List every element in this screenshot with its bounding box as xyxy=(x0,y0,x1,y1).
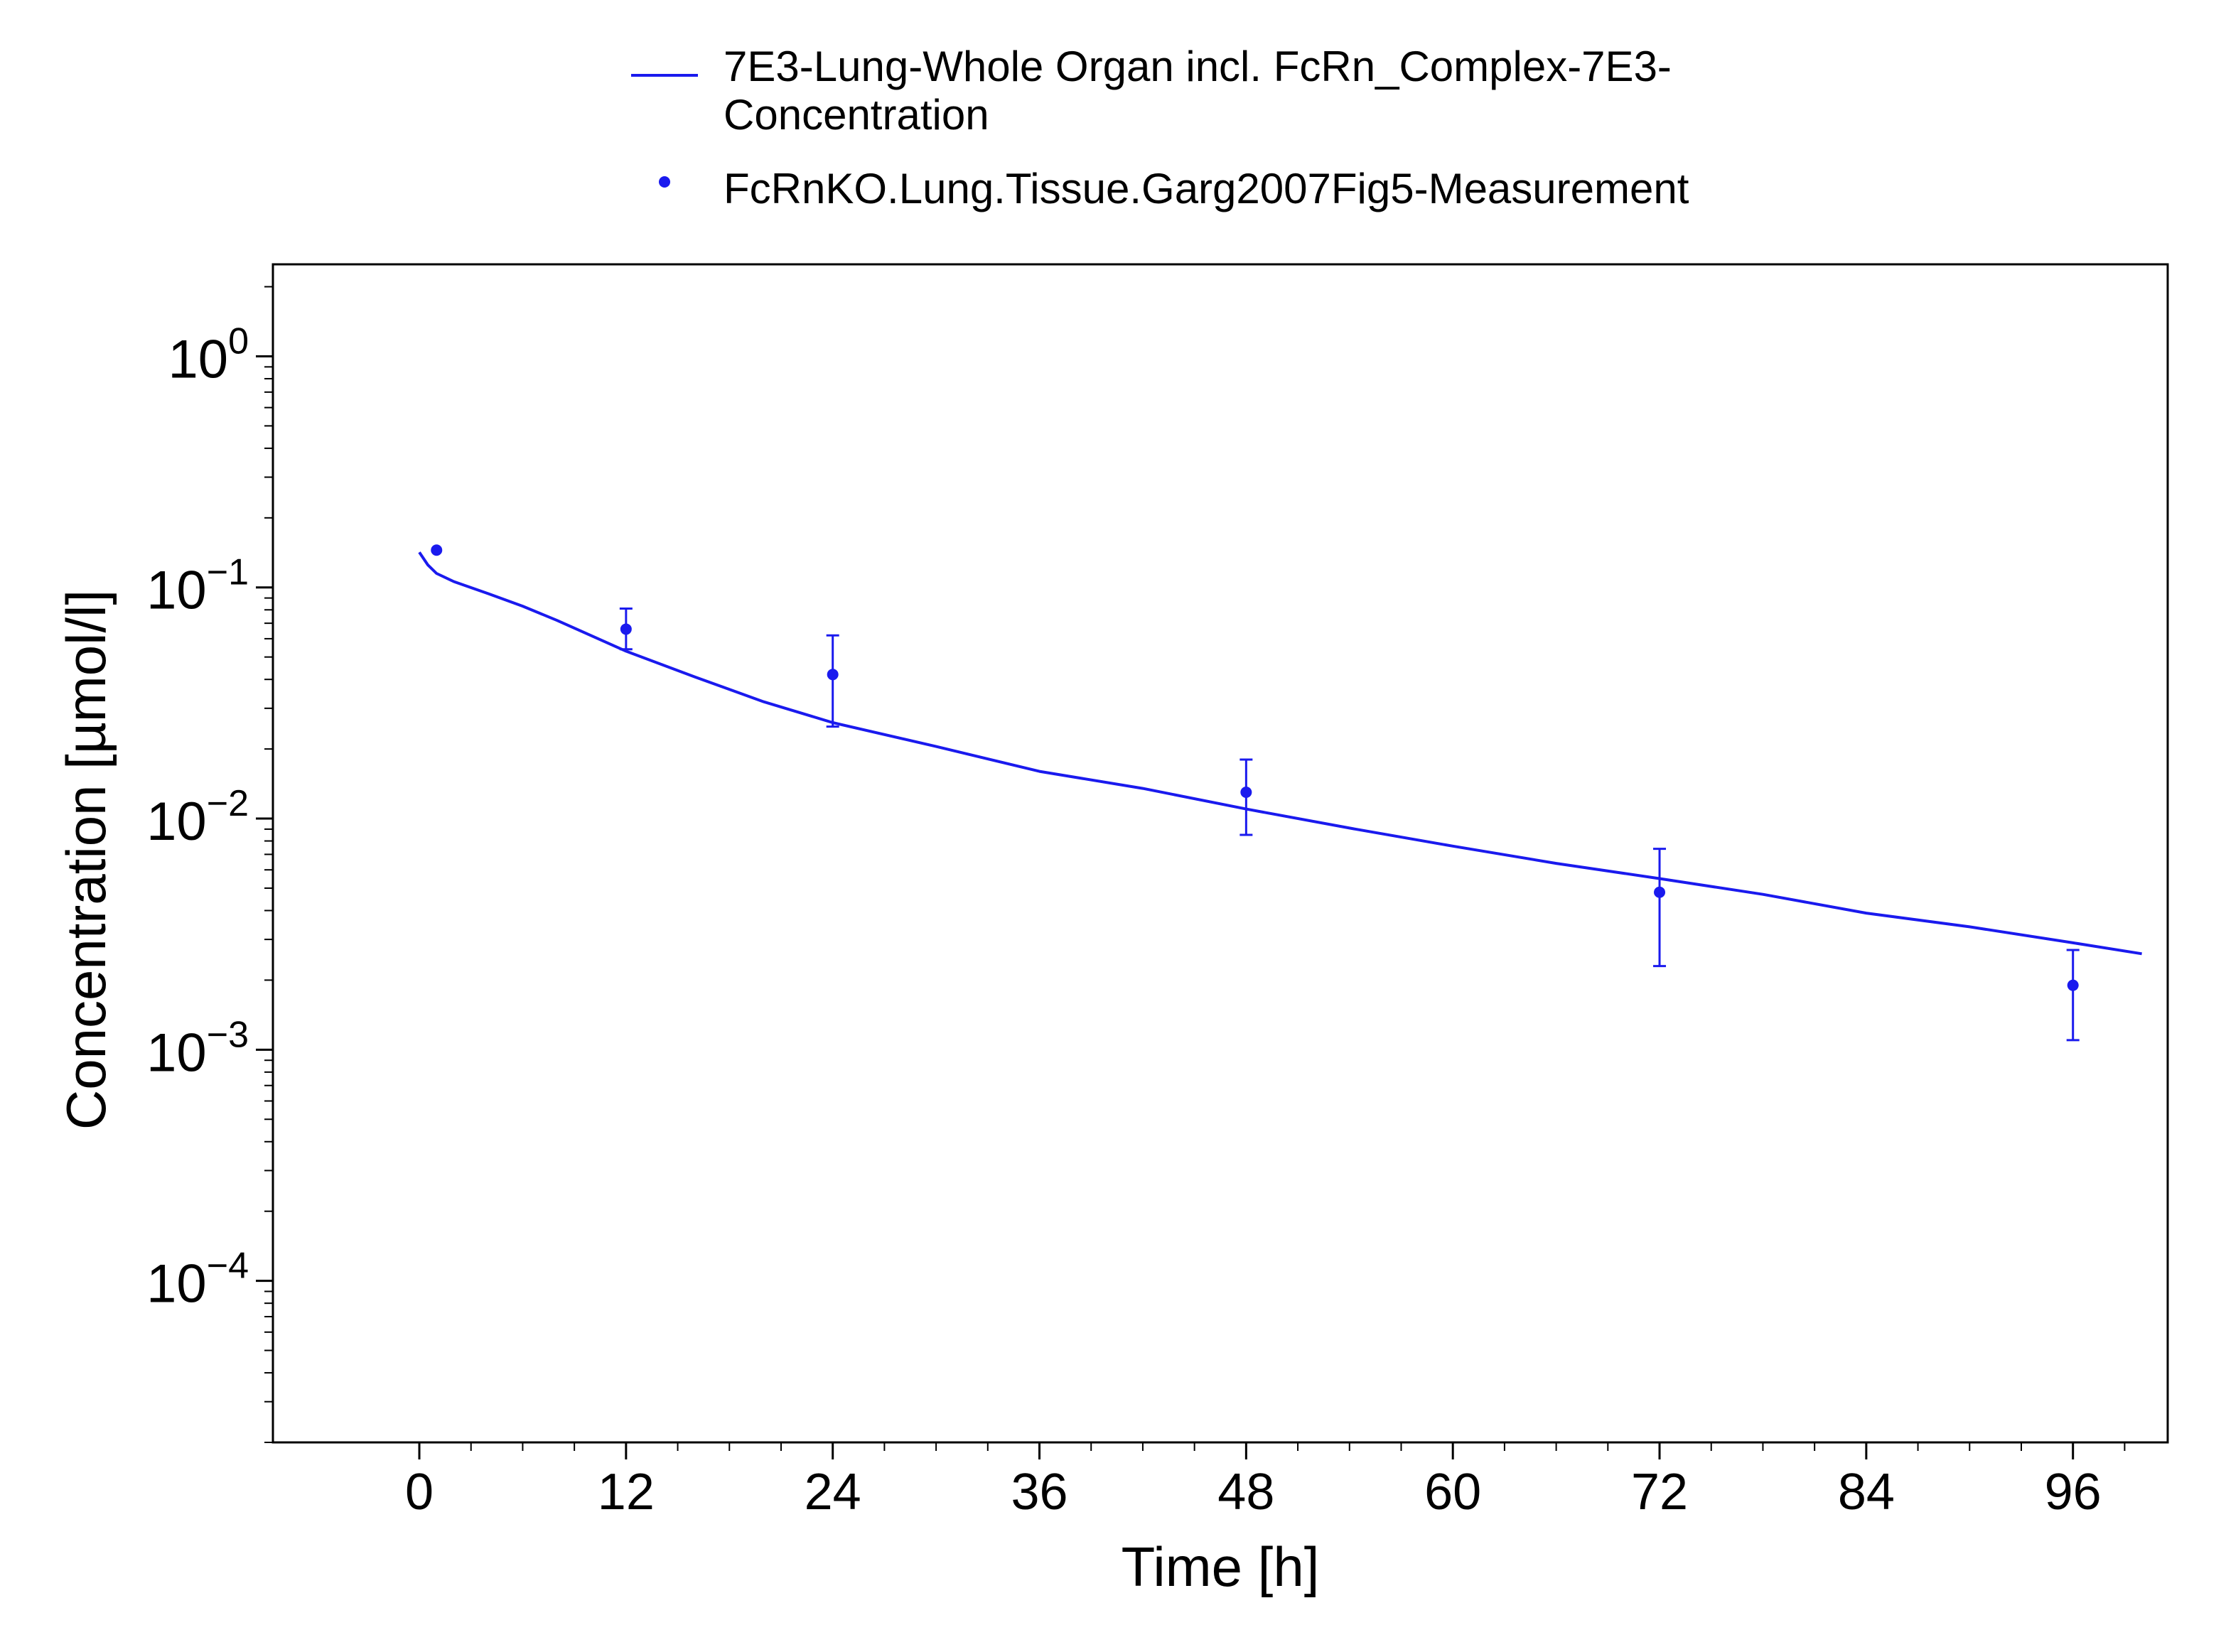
x-tick-label: 24 xyxy=(805,1464,861,1521)
y-tick-label: 10−4 xyxy=(146,1246,249,1314)
legend: 7E3-Lung-Whole Organ incl. FcRn_Complex-… xyxy=(631,43,1689,212)
x-tick-label: 12 xyxy=(598,1464,655,1521)
x-tick-label: 72 xyxy=(1631,1464,1688,1521)
x-tick-label: 0 xyxy=(405,1464,434,1521)
x-tick-label: 84 xyxy=(1838,1464,1895,1521)
x-axis: 0 12 24 36 48 60 72 84 96 xyxy=(405,1442,2126,1521)
measurement-point xyxy=(620,623,632,635)
measurement-point xyxy=(1240,786,1252,798)
x-tick-label: 60 xyxy=(1424,1464,1481,1521)
legend-label-line-1: 7E3-Lung-Whole Organ incl. FcRn_Complex-… xyxy=(724,43,1672,90)
y-tick-label: 10−3 xyxy=(146,1014,249,1083)
series-layer xyxy=(418,544,2142,1042)
measurement-point xyxy=(431,544,443,556)
y-axis-label: Concentration [µmol/l] xyxy=(55,590,117,1130)
x-tick-label: 48 xyxy=(1217,1464,1274,1521)
x-tick-label: 36 xyxy=(1011,1464,1068,1521)
measurement-point xyxy=(2067,979,2079,991)
y-tick-label: 100 xyxy=(168,320,249,389)
plot-frame xyxy=(271,263,2169,1444)
y-tick-label: 10−1 xyxy=(146,552,249,621)
legend-dot-marker xyxy=(659,176,670,188)
legend-label-line-2: Concentration xyxy=(724,91,989,139)
x-tick-label: 96 xyxy=(2045,1464,2102,1521)
measurement-point xyxy=(827,669,839,681)
x-axis-label: Time [h] xyxy=(1122,1535,1320,1598)
legend-label-dot: FcRnKO.Lung.Tissue.Garg2007Fig5-Measurem… xyxy=(724,165,1689,212)
measurement-point xyxy=(1654,886,1666,898)
simulation-line xyxy=(418,551,2142,956)
y-tick-label: 10−2 xyxy=(146,783,249,852)
y-axis: 100 10−1 10−2 10−3 10−4 xyxy=(146,286,273,1443)
